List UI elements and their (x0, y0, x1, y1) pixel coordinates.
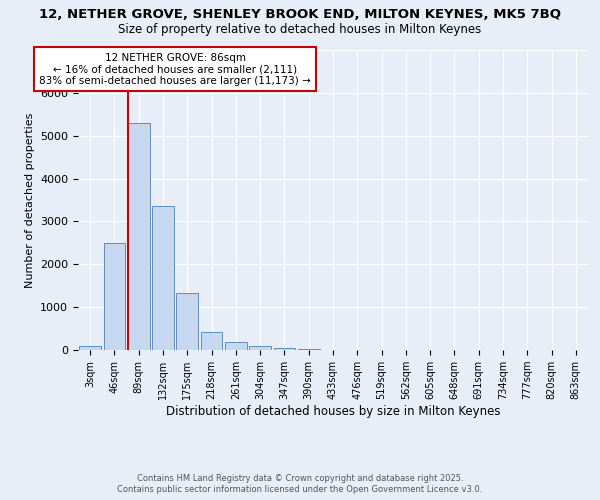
Bar (79, 346, 101, 350)
Bar (249, 346, 271, 350)
Bar (104, 243, 125, 350)
Bar (225, 342, 247, 350)
Bar (128, 123, 149, 350)
Bar (200, 332, 223, 350)
Y-axis label: Number of detached properties: Number of detached properties (25, 112, 35, 288)
Text: 12 NETHER GROVE: 86sqm
← 16% of detached houses are smaller (2,111)
83% of semi-: 12 NETHER GROVE: 86sqm ← 16% of detached… (39, 52, 311, 86)
Bar (274, 348, 295, 350)
Text: Size of property relative to detached houses in Milton Keynes: Size of property relative to detached ho… (118, 22, 482, 36)
X-axis label: Distribution of detached houses by size in Milton Keynes: Distribution of detached houses by size … (166, 405, 500, 418)
Text: Contains HM Land Registry data © Crown copyright and database right 2025.
Contai: Contains HM Land Registry data © Crown c… (118, 474, 482, 494)
Bar (152, 206, 174, 350)
Bar (176, 294, 198, 350)
Text: 12, NETHER GROVE, SHENLEY BROOK END, MILTON KEYNES, MK5 7BQ: 12, NETHER GROVE, SHENLEY BROOK END, MIL… (39, 8, 561, 20)
Bar (298, 348, 320, 350)
